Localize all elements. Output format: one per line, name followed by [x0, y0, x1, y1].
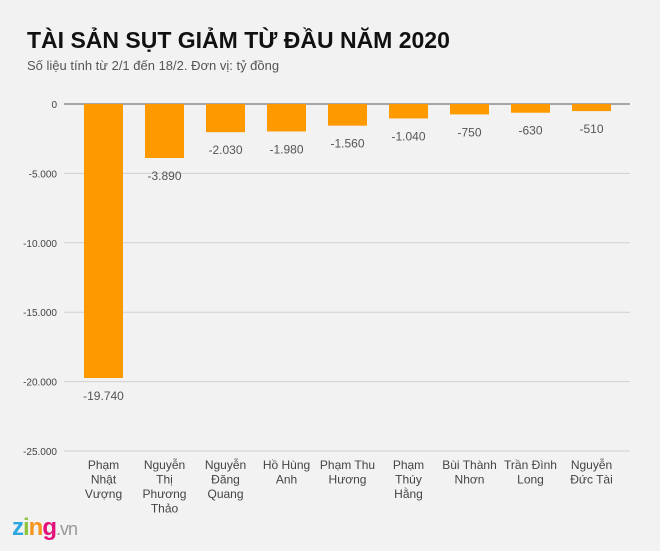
data-label: -1.040 [391, 129, 425, 143]
bar [389, 104, 428, 119]
category-label: Đăng [211, 473, 240, 487]
category-label: Vượng [85, 487, 122, 501]
category-label: Hằng [394, 486, 423, 501]
chart-title: TÀI SẢN SỤT GIẢM TỪ ĐẦU NĂM 2020 [27, 27, 450, 53]
data-label: -3.890 [147, 169, 181, 183]
category-label: Nhật [91, 473, 117, 487]
data-label: -510 [579, 122, 603, 136]
bar [572, 104, 611, 112]
bar [267, 104, 306, 132]
category-label: Phương [143, 487, 187, 501]
bar [511, 104, 550, 113]
zing-logo: zing.vn [12, 514, 78, 541]
bar [450, 104, 489, 115]
category-label: Hồ Hùng [263, 458, 310, 472]
category-label: Hương [329, 473, 367, 487]
bar [84, 104, 123, 378]
y-tick-label: -25.000 [23, 447, 57, 458]
category-label: Phạm Thu [320, 458, 375, 472]
category-label: Thảo [151, 502, 179, 516]
bar [206, 104, 245, 133]
category-label: Phạm [393, 458, 424, 472]
category-label: Nguyễn [144, 457, 185, 472]
category-label: Trần Đình [504, 458, 557, 472]
bar [145, 104, 184, 158]
y-tick-label: -20.000 [23, 378, 57, 389]
bar [328, 104, 367, 126]
category-label: Đức Tài [570, 473, 613, 487]
category-label: Nguyễn [571, 457, 612, 472]
category-label: Nhơn [455, 473, 485, 487]
data-label: -750 [457, 125, 481, 139]
category-label: Anh [276, 473, 297, 487]
category-label: Phạm [88, 458, 119, 472]
category-label: Thị [156, 473, 173, 487]
data-label: -2.030 [208, 143, 242, 157]
y-tick-label: -5.000 [29, 169, 58, 180]
data-label: -630 [518, 124, 542, 138]
y-tick-label: -10.000 [23, 239, 57, 250]
y-tick-label: -15.000 [23, 308, 57, 319]
chart-subtitle: Số liệu tính từ 2/1 đến 18/2. Đơn vị: tỷ… [27, 58, 280, 73]
category-label: Bùi Thành [442, 458, 497, 472]
category-label: Long [517, 473, 544, 487]
data-label: -19.740 [83, 389, 124, 403]
y-tick-label: 0 [51, 100, 57, 111]
category-label: Nguyễn [205, 457, 246, 472]
category-label: Thúy [395, 473, 422, 487]
data-label: -1.560 [330, 137, 364, 151]
category-label: Quang [207, 487, 243, 501]
data-label: -1.980 [269, 142, 303, 156]
